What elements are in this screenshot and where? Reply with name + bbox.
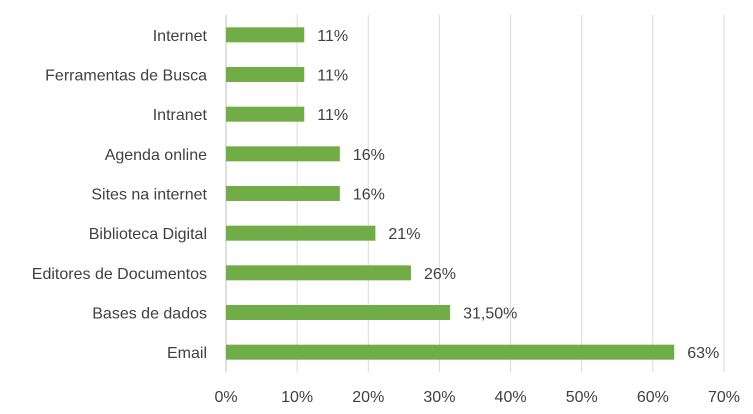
x-tick-label: 10% xyxy=(281,389,313,406)
x-tick-label: 50% xyxy=(566,389,598,406)
bar xyxy=(226,344,675,360)
x-tick-label: 0% xyxy=(214,389,237,406)
bars xyxy=(226,27,675,360)
bar xyxy=(226,146,340,162)
bar xyxy=(226,225,376,241)
x-tick-label: 30% xyxy=(423,389,455,406)
category-label: Sites na internet xyxy=(91,187,207,204)
bar xyxy=(226,186,340,201)
data-label: 11% xyxy=(317,107,348,124)
category-label: Bases de dados xyxy=(92,306,207,323)
category-label: Agenda online xyxy=(105,147,207,164)
data-label: 11% xyxy=(317,28,348,45)
x-axis-ticks: 0% 10% 20% 30% 40% 50% 60% 70% xyxy=(214,389,740,406)
bar xyxy=(226,27,305,43)
category-label: Email xyxy=(167,345,207,362)
data-label: 26% xyxy=(424,266,456,283)
category-label: Internet xyxy=(153,28,208,45)
category-label: Intranet xyxy=(153,107,208,124)
bar xyxy=(226,265,411,281)
x-tick-label: 60% xyxy=(637,389,669,406)
data-label: 63% xyxy=(687,345,719,362)
data-labels: 11% 11% 11% 16% 16% 21% 26% 31,50% 63% xyxy=(317,28,719,362)
category-label: Ferramentas de Busca xyxy=(45,68,207,85)
data-label: 11% xyxy=(317,68,348,85)
bar xyxy=(226,67,305,82)
category-label: Biblioteca Digital xyxy=(89,226,207,243)
data-label: 21% xyxy=(388,226,420,243)
data-label: 16% xyxy=(353,147,385,164)
category-label: Editores de Documentos xyxy=(32,266,207,283)
bar xyxy=(226,106,305,122)
data-label: 16% xyxy=(353,187,385,204)
x-tick-label: 40% xyxy=(495,389,527,406)
category-labels: Internet Ferramentas de Busca Intranet Agen… xyxy=(32,28,208,362)
data-label: 31,50% xyxy=(463,306,517,323)
x-tick-label: 70% xyxy=(708,389,740,406)
x-tick-label: 20% xyxy=(352,389,384,406)
bar xyxy=(226,305,451,320)
